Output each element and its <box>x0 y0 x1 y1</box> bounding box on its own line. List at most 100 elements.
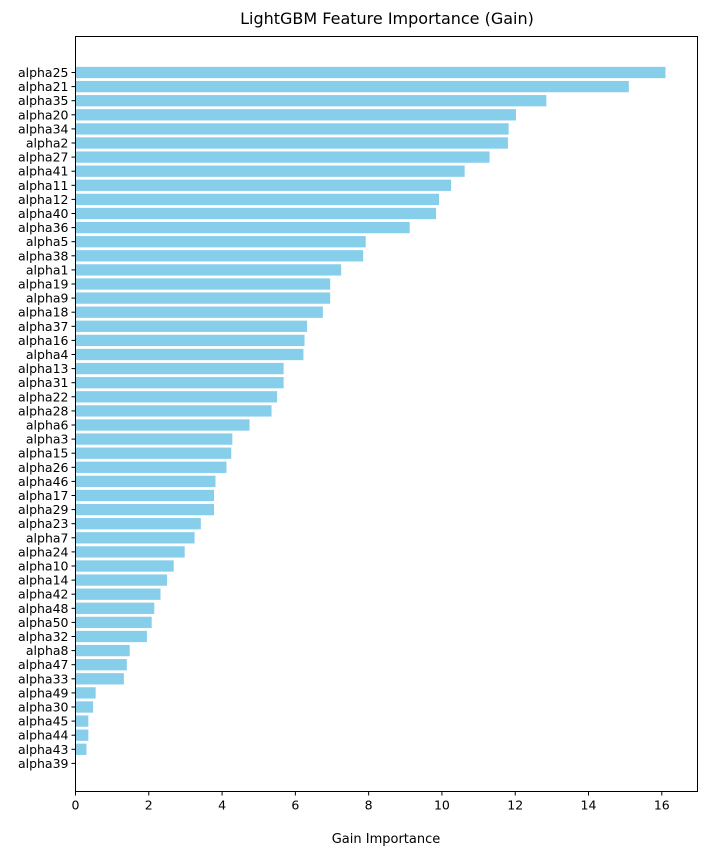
bar-alpha45 <box>75 715 89 727</box>
x-tick-label: 0 <box>72 798 80 813</box>
y-tick-label: alpha3 <box>26 432 69 447</box>
y-tick-label: alpha4 <box>26 347 69 362</box>
bar-alpha7 <box>75 532 195 544</box>
bar-alpha23 <box>75 518 201 530</box>
y-tick-label: alpha37 <box>18 319 69 334</box>
bar-alpha43 <box>75 743 87 755</box>
y-tick-label: alpha5 <box>26 234 69 249</box>
bar-alpha47 <box>75 659 127 671</box>
x-tick-label: 10 <box>434 798 450 813</box>
bar-alpha9 <box>75 292 331 304</box>
bar-alpha5 <box>75 236 366 248</box>
y-tick-label: alpha10 <box>18 559 69 574</box>
y-tick-label: alpha36 <box>18 220 69 235</box>
y-tick-label: alpha7 <box>26 530 69 545</box>
bar-alpha6 <box>75 419 250 431</box>
y-tick-labels: alpha25alpha21alpha35alpha20alpha34alpha… <box>18 65 76 771</box>
y-tick-label: alpha21 <box>18 79 69 94</box>
bar-alpha24 <box>75 546 185 558</box>
y-tick-label: alpha30 <box>18 700 69 715</box>
y-tick-label: alpha2 <box>26 136 69 151</box>
y-tick-label: alpha48 <box>18 601 69 616</box>
bar-alpha49 <box>75 687 96 699</box>
y-tick-label: alpha8 <box>26 643 69 658</box>
bar-alpha46 <box>75 475 216 488</box>
chart-title: LightGBM Feature Importance (Gain) <box>240 9 534 28</box>
bar-alpha33 <box>75 673 124 685</box>
y-tick-label: alpha42 <box>18 587 69 602</box>
y-tick-label: alpha14 <box>18 573 69 588</box>
bar-alpha28 <box>75 405 272 417</box>
bar-alpha21 <box>75 80 629 93</box>
bar-alpha26 <box>75 461 227 473</box>
bar-alpha29 <box>75 503 215 516</box>
y-tick-label: alpha49 <box>18 685 69 700</box>
y-tick-label: alpha44 <box>18 728 69 743</box>
y-tick-label: alpha23 <box>18 516 69 531</box>
bar-alpha12 <box>75 193 440 206</box>
y-tick-label: alpha13 <box>18 361 69 376</box>
y-tick-label: alpha39 <box>18 756 69 771</box>
y-tick-label: alpha31 <box>18 375 69 390</box>
y-tick-label: alpha16 <box>18 333 69 348</box>
y-tick-label: alpha12 <box>18 192 69 207</box>
y-tick-label: alpha18 <box>18 305 69 320</box>
y-tick-label: alpha11 <box>18 178 69 193</box>
bar-alpha10 <box>75 560 174 572</box>
y-tick-label: alpha33 <box>18 671 69 686</box>
x-tick-labels: 0 2 4 6 8 10 12 14 16 <box>72 791 670 813</box>
y-tick-label: alpha20 <box>18 107 69 122</box>
bar-alpha17 <box>75 489 215 502</box>
bar-alpha19 <box>75 278 331 290</box>
y-tick-label: alpha29 <box>18 502 69 517</box>
y-tick-label: alpha25 <box>18 65 69 80</box>
y-tick-label: alpha40 <box>18 206 69 221</box>
bar-alpha8 <box>75 644 130 657</box>
x-tick-label: 6 <box>291 798 299 813</box>
x-axis-label: Gain Importance <box>332 832 441 847</box>
x-tick-label: 8 <box>365 798 373 813</box>
y-tick-label: alpha24 <box>18 544 69 559</box>
bar-alpha48 <box>75 602 155 614</box>
y-tick-label: alpha34 <box>18 121 69 136</box>
bar-alpha42 <box>75 588 161 600</box>
bar-alpha22 <box>75 391 278 403</box>
bar-alpha20 <box>75 109 516 121</box>
y-tick-label: alpha22 <box>18 389 69 404</box>
bar-alpha40 <box>75 207 437 220</box>
bar-alpha15 <box>75 447 232 459</box>
y-tick-label: alpha1 <box>26 262 69 277</box>
y-tick-label: alpha43 <box>18 742 69 757</box>
bar-alpha44 <box>75 729 89 741</box>
y-tick-label: alpha15 <box>18 446 69 461</box>
y-tick-label: alpha19 <box>18 277 69 292</box>
x-tick-label: 4 <box>218 798 226 813</box>
bar-alpha36 <box>75 221 410 234</box>
plot-frame <box>75 36 698 792</box>
bar-alpha4 <box>75 348 304 361</box>
bar-alpha35 <box>75 95 547 107</box>
y-tick-label: alpha17 <box>18 488 69 503</box>
bar-alpha34 <box>75 123 509 135</box>
x-tick-label: 16 <box>654 798 670 813</box>
bar-alpha41 <box>75 165 465 177</box>
x-tick-label: 12 <box>507 798 523 813</box>
y-tick-label: alpha50 <box>18 615 69 630</box>
x-tick-label: 2 <box>145 798 153 813</box>
bar-alpha16 <box>75 334 305 347</box>
bar-alpha2 <box>75 137 508 149</box>
y-tick-label: alpha26 <box>18 460 69 475</box>
y-tick-label: alpha32 <box>18 629 69 644</box>
bar-alpha3 <box>75 433 233 445</box>
bar-alpha13 <box>75 362 284 375</box>
y-tick-label: alpha28 <box>18 403 69 418</box>
bar-alpha31 <box>75 377 284 389</box>
bar-alpha1 <box>75 264 342 276</box>
y-tick-label: alpha6 <box>26 418 69 433</box>
bar-alpha27 <box>75 151 490 163</box>
x-tick-label: 14 <box>581 798 597 813</box>
bar-alpha30 <box>75 701 94 713</box>
bars-group <box>75 66 666 755</box>
y-tick-label: alpha9 <box>26 291 69 306</box>
bar-alpha37 <box>75 320 308 332</box>
